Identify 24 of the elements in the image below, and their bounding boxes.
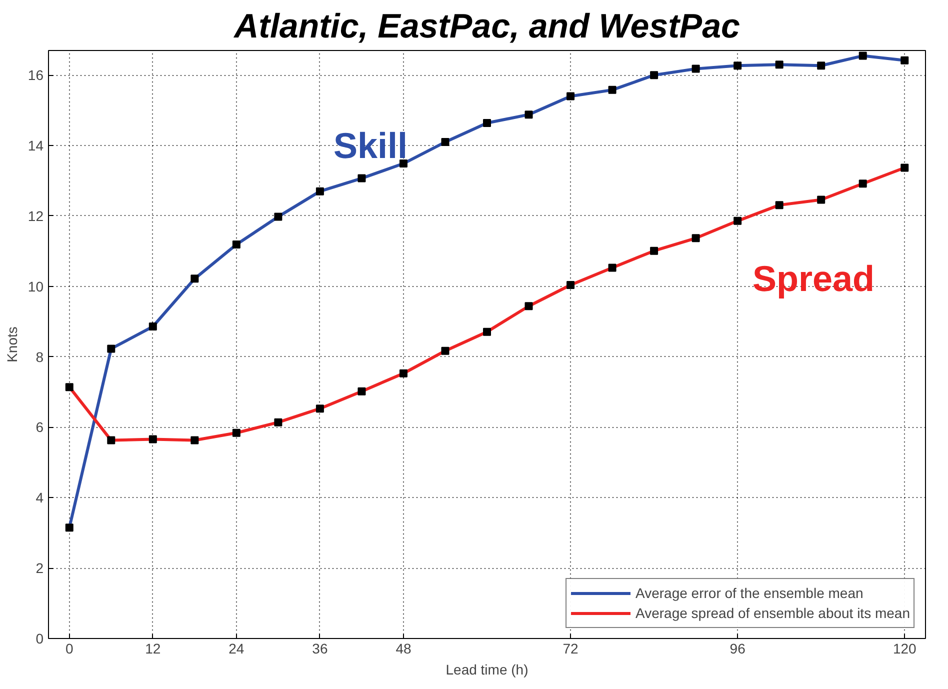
y-tick-label: 12 <box>28 208 44 224</box>
x-tick-label: 48 <box>396 640 412 656</box>
annotation: Spread <box>752 258 875 299</box>
y-tick-label: 10 <box>28 278 44 294</box>
x-tick-label: 12 <box>145 640 161 656</box>
x-axis-title: Lead time (h) <box>446 662 528 678</box>
x-tick-label: 72 <box>562 640 579 656</box>
y-tick-label: 4 <box>36 490 44 506</box>
x-tick-label: 24 <box>228 640 244 656</box>
chart-title: Atlantic, EastPac, and WestPac <box>233 8 740 46</box>
x-tick-label: 120 <box>892 640 917 656</box>
x-tick-label: 36 <box>312 640 328 656</box>
x-tick-label: 96 <box>730 640 746 656</box>
y-tick-label: 16 <box>28 67 44 84</box>
y-axis-title: Knots <box>4 326 20 362</box>
y-tick-label: 6 <box>36 419 44 436</box>
x-tick-label: 0 <box>65 640 74 656</box>
y-tick-label: 14 <box>28 138 44 154</box>
annotation: Skill <box>333 125 408 166</box>
y-tick-label: 2 <box>36 560 44 576</box>
legend-label: Average error of the ensemble mean <box>636 585 864 601</box>
y-tick-label: 0 <box>36 630 44 646</box>
y-tick-label: 8 <box>36 348 44 365</box>
legend-label: Average spread of ensemble about its mean <box>636 605 910 621</box>
